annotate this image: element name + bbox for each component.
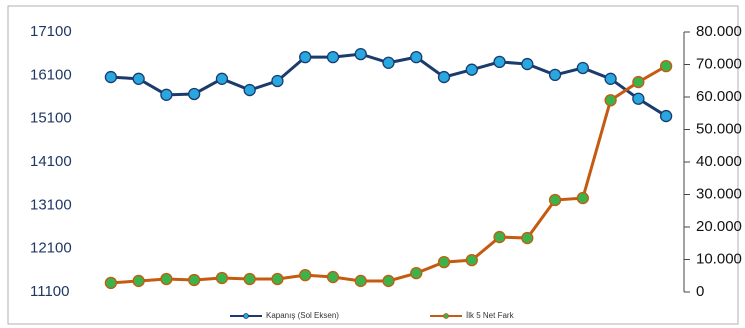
legend-label: İlk 5 Net Fark bbox=[466, 311, 515, 320]
y-tick-label: 16100 bbox=[30, 66, 72, 83]
y-tick-label: 12100 bbox=[30, 240, 72, 257]
point bbox=[354, 274, 367, 288]
point bbox=[521, 231, 534, 245]
point bbox=[382, 56, 395, 69]
y2-tick-label: 40.000 bbox=[696, 153, 742, 170]
point bbox=[271, 272, 284, 286]
point bbox=[104, 70, 118, 84]
point bbox=[326, 50, 340, 64]
point bbox=[437, 70, 451, 84]
y2-tick-label: 70.000 bbox=[696, 55, 742, 72]
y2-tick-label: 80.000 bbox=[696, 23, 742, 40]
y2-tick-label: 50.000 bbox=[696, 120, 742, 137]
point bbox=[410, 50, 423, 64]
y2-tick-label: 60.000 bbox=[696, 88, 742, 105]
point bbox=[576, 191, 589, 205]
y-tick-label: 13100 bbox=[30, 196, 72, 213]
point bbox=[326, 270, 340, 284]
point bbox=[160, 88, 173, 101]
point bbox=[632, 75, 645, 89]
legend-label: Kapanış (Sol Eksen) bbox=[266, 311, 339, 320]
point bbox=[132, 72, 145, 85]
y2-tick-label: 0 bbox=[696, 283, 704, 300]
y-tick-label: 15100 bbox=[30, 110, 72, 127]
point bbox=[659, 109, 673, 123]
point bbox=[493, 55, 506, 69]
point bbox=[299, 50, 312, 64]
point bbox=[243, 83, 256, 97]
legend-marker bbox=[243, 313, 249, 319]
point bbox=[299, 268, 312, 282]
y2-tick-label: 30.000 bbox=[696, 185, 742, 202]
point bbox=[437, 255, 451, 269]
point bbox=[188, 87, 201, 101]
point bbox=[576, 61, 589, 75]
point bbox=[215, 271, 229, 285]
legend-marker bbox=[443, 313, 449, 319]
point bbox=[659, 59, 673, 73]
point bbox=[604, 72, 617, 85]
y2-tick-label: 10.000 bbox=[696, 250, 742, 267]
point bbox=[548, 68, 562, 82]
chart-frame bbox=[7, 5, 739, 325]
point bbox=[188, 273, 201, 287]
point bbox=[382, 274, 395, 288]
y-tick-label: 14100 bbox=[30, 153, 72, 170]
y-tick-label: 11100 bbox=[30, 283, 70, 300]
point bbox=[632, 92, 645, 105]
point bbox=[465, 253, 478, 267]
point bbox=[243, 272, 256, 286]
point bbox=[604, 94, 617, 107]
point bbox=[521, 57, 534, 71]
y-tick-label: 17100 bbox=[30, 23, 72, 40]
point bbox=[271, 74, 284, 88]
point bbox=[354, 47, 367, 61]
point bbox=[410, 266, 423, 280]
point bbox=[493, 230, 506, 244]
point bbox=[465, 63, 478, 76]
point bbox=[215, 72, 229, 85]
point bbox=[104, 276, 118, 290]
y2-tick-label: 20.000 bbox=[696, 218, 742, 235]
point bbox=[548, 193, 562, 207]
point bbox=[132, 274, 145, 288]
point bbox=[160, 272, 173, 286]
